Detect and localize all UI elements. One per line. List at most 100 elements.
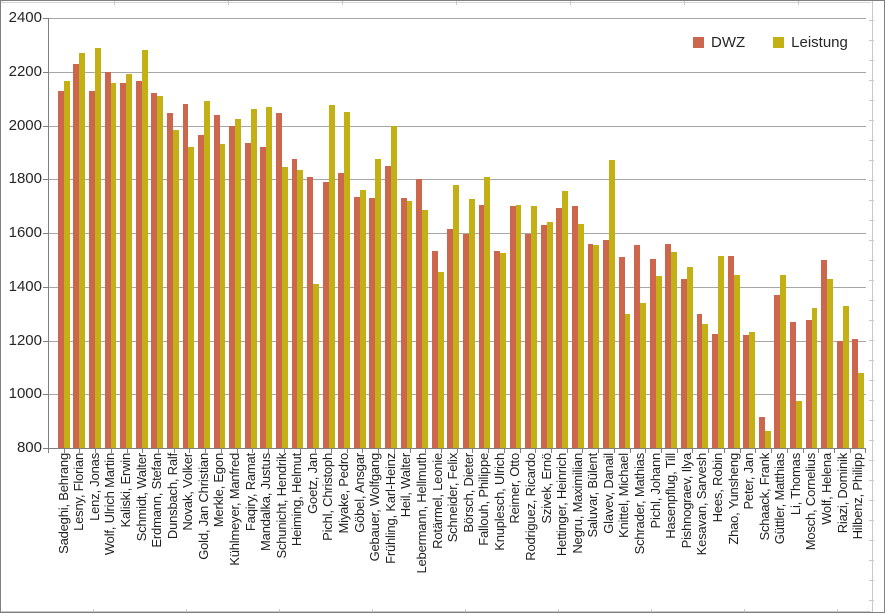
bar-group bbox=[788, 18, 804, 448]
x-tick-mark bbox=[63, 448, 65, 453]
bar-group bbox=[617, 18, 633, 448]
x-tick-mark bbox=[393, 448, 395, 453]
x-label-cell: Peter, Jan bbox=[741, 453, 757, 611]
x-tick-mark bbox=[440, 448, 442, 453]
x-label-cell: Gebauer, Wolfgang bbox=[367, 453, 384, 611]
x-label-cell: Riazi, Dominik bbox=[835, 453, 851, 611]
x-category-label: Novak, Volker bbox=[180, 453, 196, 531]
leistung-bar bbox=[811, 308, 818, 448]
bar-group bbox=[305, 18, 321, 448]
bar-group bbox=[196, 18, 212, 448]
y-tick-mark bbox=[43, 18, 48, 19]
leistung-bar bbox=[79, 52, 86, 448]
x-tick-mark bbox=[142, 448, 144, 453]
x-label-cell: Merkle, Egon bbox=[211, 453, 228, 611]
sheet-row-ticks bbox=[869, 1, 874, 612]
x-category-label: Dunsbach, Ralf bbox=[164, 453, 180, 540]
leistung-bar bbox=[733, 274, 740, 448]
x-category-label: Mosch, Cornelius bbox=[803, 453, 819, 551]
leistung-bar bbox=[63, 81, 70, 448]
x-label-cell: Sadeghi, Behrang bbox=[56, 453, 72, 611]
leistung-bar bbox=[266, 106, 273, 448]
leistung-bar bbox=[795, 401, 802, 448]
x-label-cell: Knittel, Michael bbox=[616, 453, 633, 611]
dwz-bar bbox=[431, 250, 438, 448]
bar-group bbox=[181, 18, 197, 448]
x-label-cell: Börsch, Dieter bbox=[461, 453, 477, 611]
dwz-bar bbox=[571, 206, 578, 448]
x-label-cell: Negru, Maximilian bbox=[570, 453, 586, 611]
x-category-label: Pishnograev, Ilya bbox=[678, 453, 694, 549]
x-label-cell: Pichl, Christoph bbox=[320, 453, 337, 611]
y-tick-mark bbox=[43, 394, 48, 396]
x-category-label: Frühling, Karl-Heinz bbox=[382, 453, 398, 564]
bar-group bbox=[87, 18, 103, 448]
dwz-bar bbox=[712, 333, 719, 448]
bar-group bbox=[741, 18, 757, 448]
x-tick-mark bbox=[519, 448, 521, 453]
leistung-bar bbox=[624, 313, 631, 448]
bar-group bbox=[664, 18, 680, 448]
leistung-bar bbox=[313, 284, 319, 448]
x-tick-mark bbox=[708, 448, 710, 453]
y-tick-label-1800: 1800 bbox=[8, 170, 42, 188]
y-tick-label-2400: 2400 bbox=[8, 9, 42, 26]
bar-group bbox=[383, 18, 399, 448]
bar-group bbox=[352, 18, 368, 448]
x-category-label: Schunicht, Hendrik bbox=[273, 453, 289, 559]
x-label-cell: Schunicht, Hendrik bbox=[274, 453, 290, 611]
dwz-bar bbox=[696, 313, 703, 448]
x-tick-mark bbox=[189, 448, 191, 453]
x-category-label: Göbel, Ansgar bbox=[351, 453, 367, 533]
leistung-bar bbox=[203, 101, 210, 448]
dwz-bar bbox=[120, 82, 127, 448]
leistung-bar bbox=[328, 105, 335, 448]
x-category-label: Peter, Jan bbox=[741, 453, 757, 510]
x-category-label: Hettinger, Heinrich bbox=[554, 453, 570, 557]
dwz-bar bbox=[821, 259, 828, 448]
x-tick-mark bbox=[330, 448, 332, 453]
bar-series-area bbox=[56, 18, 866, 448]
x-category-label: Zhao, Yunsheng bbox=[725, 453, 741, 545]
dwz-bar bbox=[462, 234, 469, 448]
x-category-label: Kühlmeyer, Manfred bbox=[227, 453, 242, 566]
dwz-bar bbox=[665, 243, 672, 448]
y-axis-line bbox=[48, 18, 49, 449]
x-tick-mark bbox=[582, 448, 584, 453]
x-category-label: Gebauer, Wolfgang bbox=[367, 453, 383, 562]
x-tick-mark bbox=[865, 448, 867, 453]
leistung-bar bbox=[858, 372, 865, 448]
x-category-label: Güttler, Matthias bbox=[772, 453, 788, 545]
bar-group bbox=[72, 18, 88, 448]
bar-group bbox=[539, 18, 555, 448]
x-tick-mark bbox=[566, 448, 568, 453]
dwz-bar bbox=[556, 207, 563, 448]
x-category-label: Heil, Walter bbox=[398, 453, 414, 518]
leistung-bar bbox=[157, 95, 164, 448]
x-label-cell: Zhao, Yunsheng bbox=[726, 453, 742, 611]
dwz-bar bbox=[385, 165, 391, 448]
dwz-bar bbox=[649, 258, 656, 448]
bar-group bbox=[399, 18, 415, 448]
x-tick-mark bbox=[378, 448, 380, 453]
x-label-cell: Schaack, Frank bbox=[757, 453, 773, 611]
x-tick-mark bbox=[645, 448, 647, 453]
y-tick-label-1000: 1000 bbox=[8, 385, 42, 403]
dwz-bar bbox=[57, 90, 64, 448]
x-tick-mark bbox=[48, 448, 49, 453]
x-category-label: Schaack, Frank bbox=[756, 453, 772, 541]
x-label-cell: Heil, Walter bbox=[398, 453, 415, 611]
bar-group bbox=[726, 18, 742, 448]
legend-label-leistung: Leistung bbox=[791, 34, 848, 51]
dwz-bar bbox=[790, 321, 796, 448]
x-label-cell: Szivek, Ernö bbox=[539, 453, 555, 611]
x-tick-mark bbox=[786, 448, 788, 453]
dwz-bar bbox=[229, 125, 236, 448]
dwz-bar bbox=[447, 229, 454, 448]
x-category-label: Kaliski, Erwin bbox=[117, 453, 133, 528]
x-tick-mark bbox=[818, 448, 820, 453]
leistung-bar bbox=[780, 274, 787, 448]
x-tick-mark bbox=[268, 448, 270, 453]
leistung-bar bbox=[94, 47, 101, 448]
x-tick-mark bbox=[802, 448, 804, 453]
